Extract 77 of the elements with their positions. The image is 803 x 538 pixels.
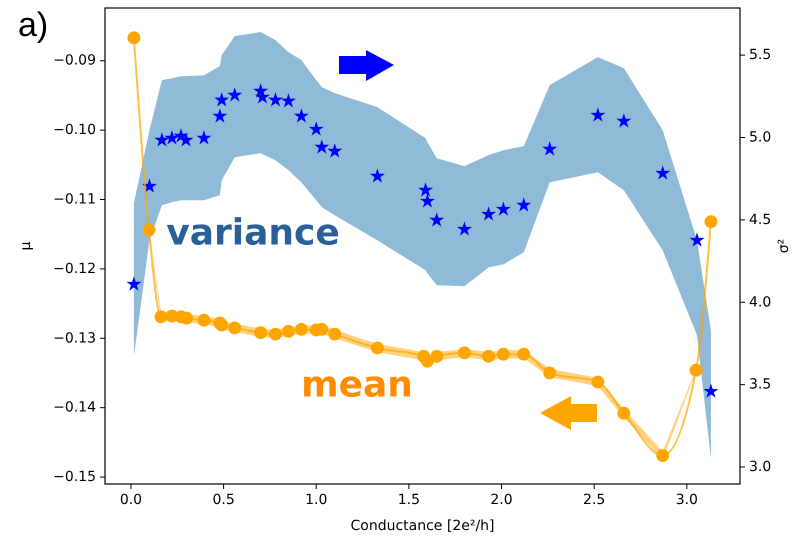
point — [154, 310, 168, 324]
point — [180, 312, 193, 325]
point — [456, 221, 472, 236]
x-axis-title: Conductance [2e²/h] — [350, 518, 495, 534]
y-tick-label: −0.15 — [53, 469, 96, 486]
point — [430, 350, 444, 363]
point — [704, 215, 718, 228]
y-tick-label: −0.12 — [53, 260, 96, 277]
annotation: variance — [166, 212, 340, 254]
point — [617, 406, 630, 420]
point — [198, 314, 210, 327]
point — [196, 130, 212, 145]
point — [254, 326, 268, 340]
point — [127, 31, 140, 44]
y-tick-label: −0.13 — [53, 330, 96, 346]
point — [308, 121, 324, 136]
point — [616, 113, 632, 128]
x-tick-label: 2.0 — [490, 492, 513, 508]
point — [314, 139, 330, 154]
text: a) — [18, 6, 48, 44]
x-tick-label: 0.5 — [212, 492, 235, 508]
point — [282, 324, 295, 338]
point — [656, 449, 670, 462]
x-tick-label: 3.0 — [676, 492, 698, 508]
point — [269, 328, 282, 341]
point — [328, 328, 342, 341]
point — [142, 224, 156, 236]
y2-tick-label: 5.0 — [749, 130, 772, 146]
x-tick-label: 2.5 — [583, 492, 606, 508]
y2-tick-label: 3.0 — [749, 459, 772, 476]
y2-tick-label: 3.5 — [749, 376, 772, 393]
y2-axis-title: σ² — [776, 238, 792, 254]
point — [327, 143, 342, 158]
point — [458, 346, 471, 360]
point — [126, 276, 142, 291]
point — [215, 318, 228, 332]
point — [690, 364, 703, 377]
y-tick-label: −0.11 — [53, 192, 96, 208]
point — [543, 366, 556, 380]
y-tick-label: −0.14 — [53, 400, 96, 416]
x-tick-label: 0.0 — [120, 492, 142, 508]
point — [164, 130, 180, 145]
point — [280, 93, 296, 108]
point — [429, 212, 444, 227]
point — [212, 108, 228, 123]
y-tick-label: −0.10 — [53, 122, 96, 138]
point — [590, 107, 606, 122]
y2-tick-label: 4.5 — [749, 212, 772, 228]
point — [481, 206, 496, 221]
point — [294, 322, 308, 336]
point — [517, 348, 530, 361]
point — [542, 141, 558, 156]
x-tick-label: 1.0 — [305, 492, 328, 508]
point — [268, 92, 283, 106]
point — [496, 201, 511, 216]
point — [154, 132, 170, 147]
y-tick-label: −0.09 — [53, 52, 96, 69]
point — [655, 165, 670, 180]
point — [591, 376, 604, 388]
point — [690, 232, 705, 247]
y-axis-title: μ — [18, 241, 34, 250]
point — [420, 193, 435, 208]
annotation: mean — [301, 364, 413, 406]
point — [496, 348, 510, 361]
point — [516, 197, 532, 212]
point — [703, 384, 718, 398]
point — [482, 350, 495, 363]
point — [370, 168, 385, 183]
y2-tick-label: 5.5 — [749, 47, 772, 64]
point — [418, 182, 434, 197]
x-tick-label: 1.5 — [398, 492, 420, 508]
point — [294, 108, 309, 123]
point — [214, 92, 230, 106]
point — [228, 321, 242, 334]
y2-tick-label: 4.0 — [749, 294, 772, 310]
point — [227, 87, 242, 102]
point — [370, 342, 384, 354]
